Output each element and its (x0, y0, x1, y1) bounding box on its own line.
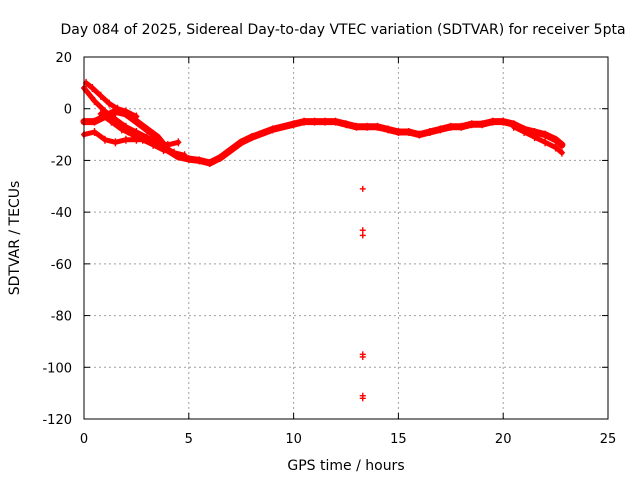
x-tick-label: 5 (185, 432, 193, 447)
series-band-late-arc (511, 124, 565, 156)
x-tick-label: 15 (390, 432, 407, 447)
x-tick-label: 0 (80, 432, 88, 447)
y-tick-label: -80 (51, 310, 72, 325)
chart-title: Day 084 of 2025, Sidereal Day-to-day VTE… (60, 22, 625, 38)
y-axis-label: SDTVAR / TECUs (7, 181, 23, 296)
y-tick-label: -20 (51, 154, 72, 169)
grid-lines (84, 57, 608, 419)
series-band-early-arc-lower (81, 129, 181, 148)
y-tick-label: -40 (51, 206, 72, 221)
y-tick-label: -100 (42, 361, 72, 376)
x-tick-label: 20 (495, 432, 512, 447)
x-axis-label: GPS time / hours (287, 458, 404, 474)
y-tick-label: -120 (42, 413, 72, 428)
axis-ticks (83, 56, 609, 420)
y-tick-label: -60 (51, 258, 72, 273)
data-points (81, 78, 565, 402)
plot-frame (83, 56, 609, 420)
y-tick-label: 0 (64, 103, 72, 118)
y-axis-tick-labels: 20 0 -20 -40 -60 -80 -100 -120 (42, 51, 72, 428)
x-tick-label: 25 (600, 432, 617, 447)
y-tick-label: 20 (55, 51, 72, 66)
x-tick-label: 10 (285, 432, 302, 447)
series-band-early-arc-descending (81, 85, 160, 145)
data-series (80, 80, 566, 167)
x-axis-tick-labels: 0 5 10 15 20 25 (80, 432, 616, 447)
